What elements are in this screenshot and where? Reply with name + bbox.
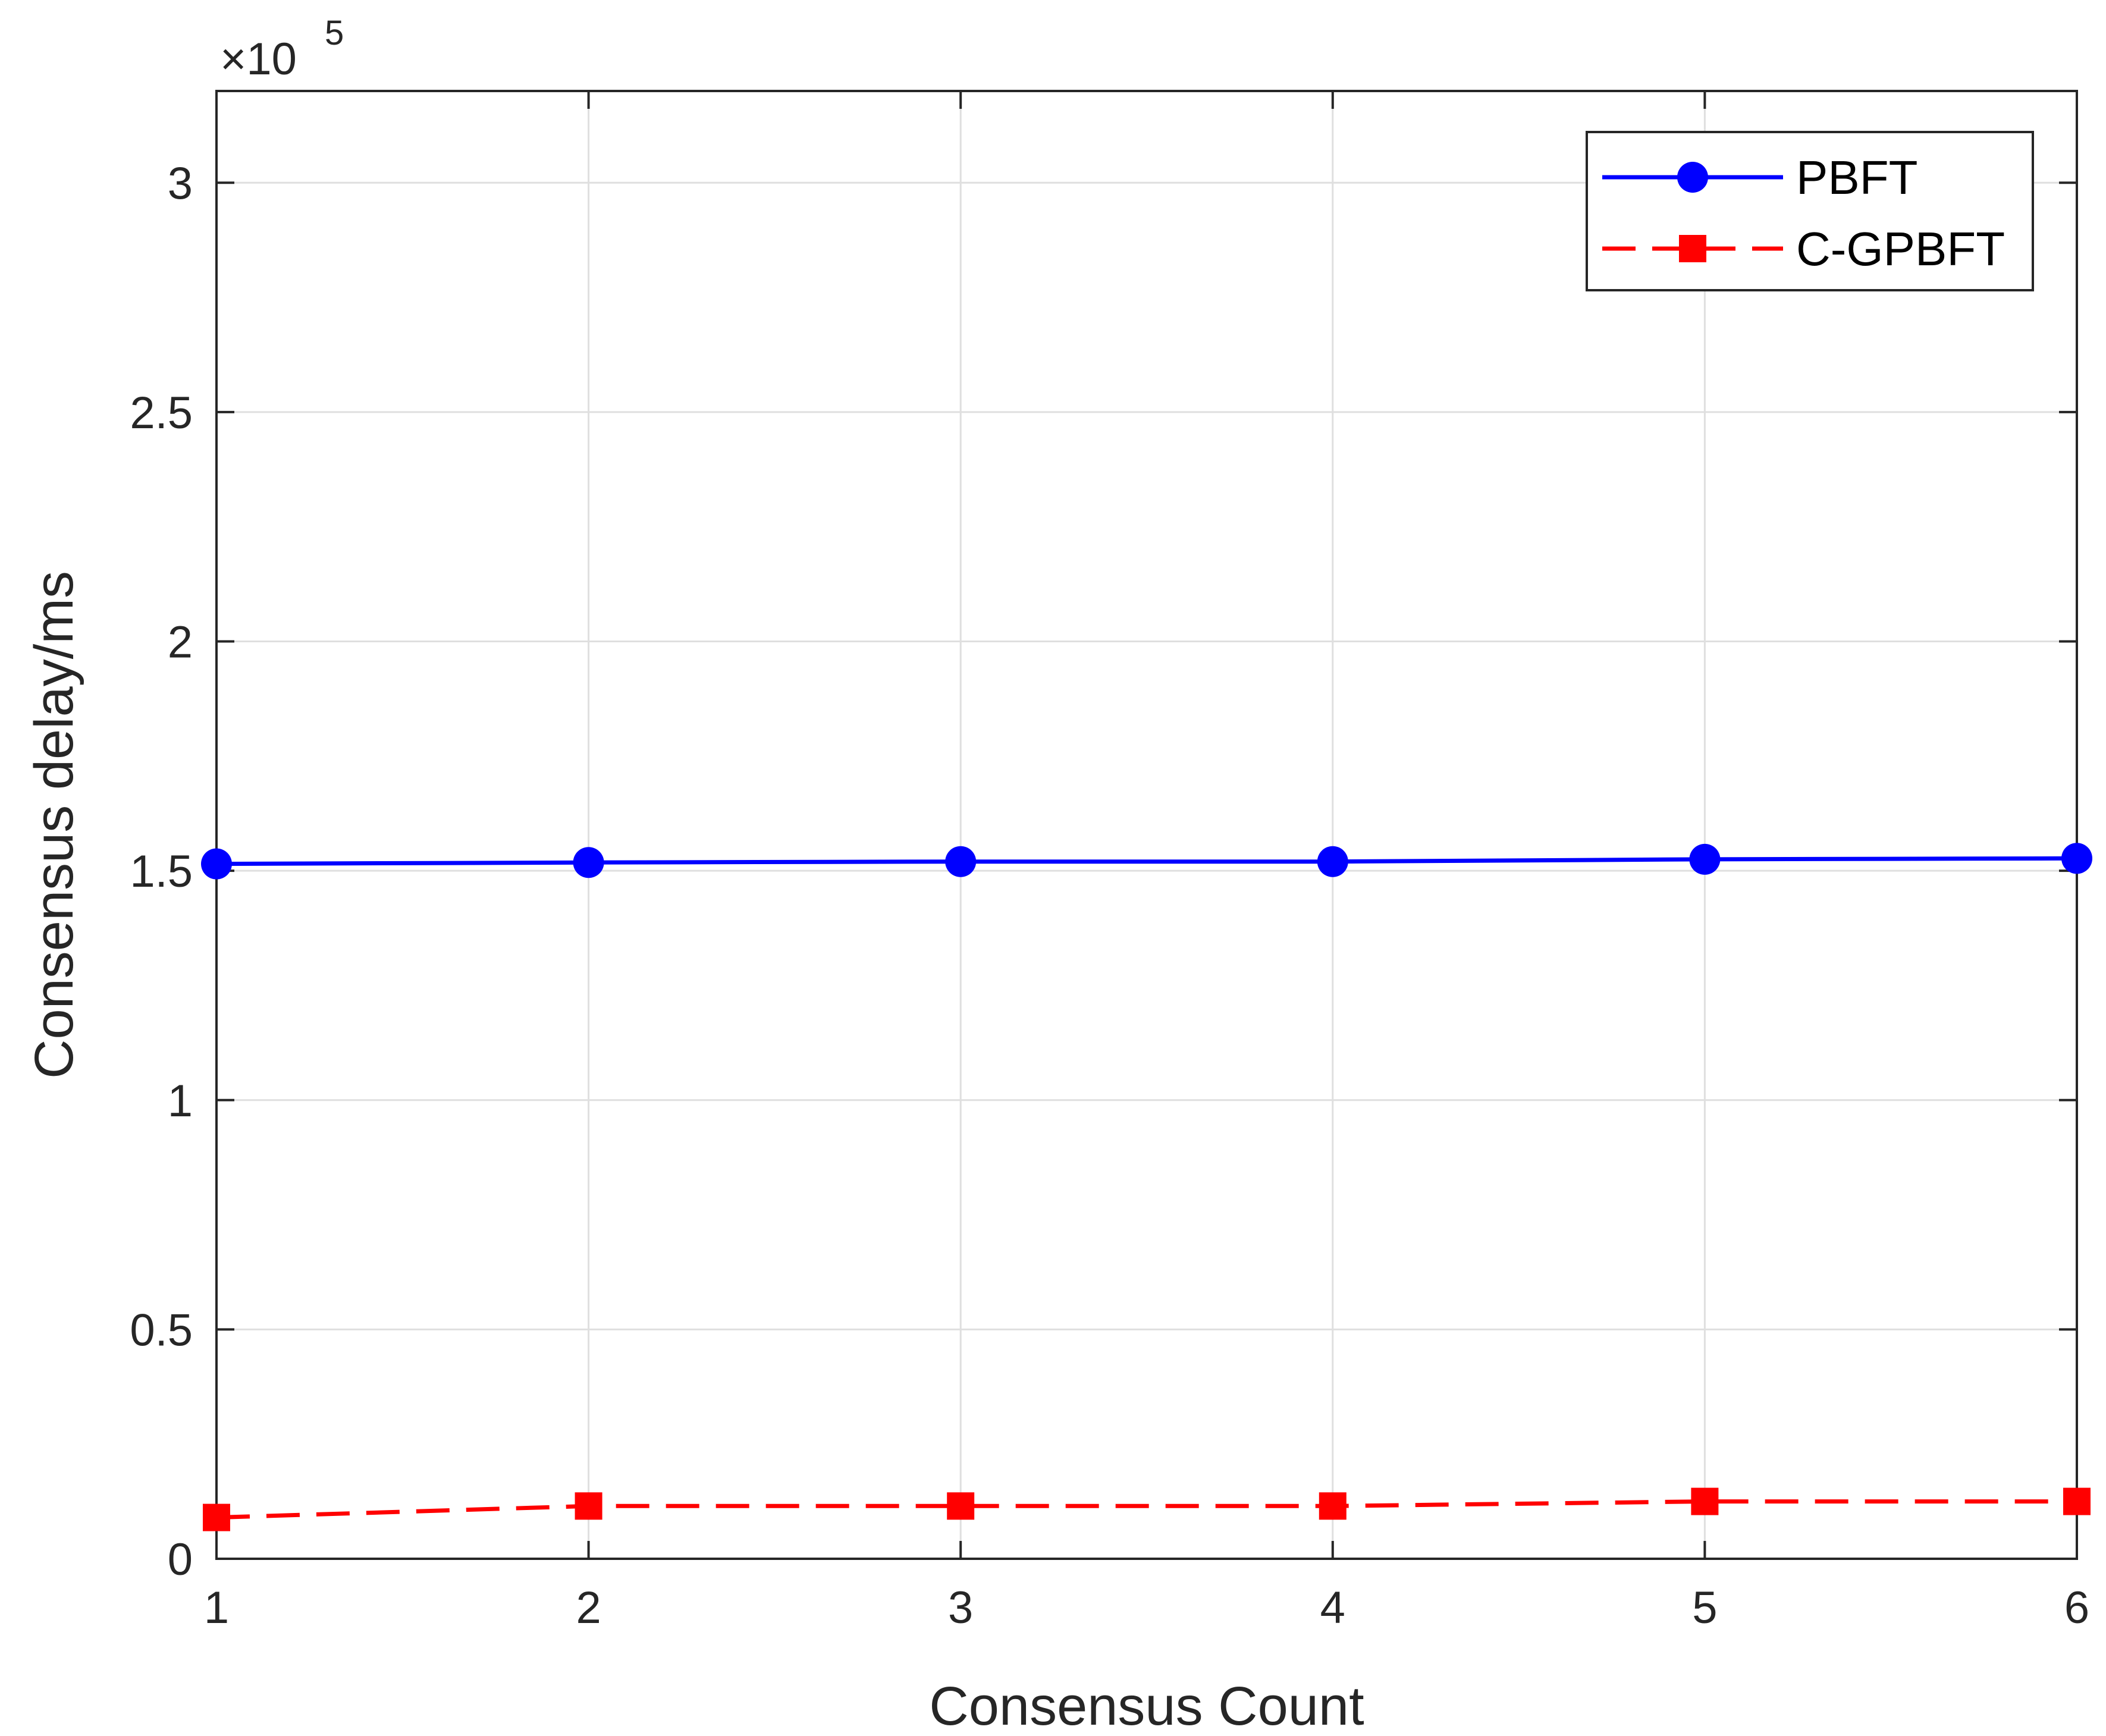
series-pbft xyxy=(201,843,2092,880)
legend-box xyxy=(1586,131,2034,291)
series-c-gpbft xyxy=(203,1487,2091,1531)
data-point xyxy=(575,1492,602,1520)
y-tick-label: 1 xyxy=(168,1076,193,1126)
y-axis-title: Consensus delay/ms xyxy=(24,571,84,1079)
plot-frame xyxy=(215,90,2078,1560)
data-point xyxy=(573,847,604,878)
legend-marker xyxy=(1677,162,1708,193)
data-point xyxy=(1317,846,1348,877)
y-tick-label: 2 xyxy=(168,617,193,668)
x-tick-label: 4 xyxy=(1320,1583,1345,1633)
x-tick-label: 2 xyxy=(576,1583,601,1633)
y-tick-label: 2.5 xyxy=(130,388,193,438)
y-tick-label: 0.5 xyxy=(130,1305,193,1355)
series-line xyxy=(216,856,2077,867)
legend-label: C-GPBFT xyxy=(1796,222,2005,275)
x-tick-label: 6 xyxy=(2064,1583,2089,1633)
data-point xyxy=(2061,843,2092,874)
y-tick-label: 3 xyxy=(168,158,193,209)
y-tick-label: 1.5 xyxy=(130,846,193,897)
x-tick-label: 3 xyxy=(948,1583,973,1633)
data-point xyxy=(1689,843,1721,875)
legend-label: PBFT xyxy=(1796,151,1917,204)
x-tick-label: 5 xyxy=(1692,1583,1717,1633)
legend: PBFT C-GPBFT xyxy=(1586,131,2034,291)
legend-marker xyxy=(1679,235,1706,262)
data-point xyxy=(947,1492,975,1520)
data-point xyxy=(945,846,977,877)
data-point xyxy=(201,848,232,880)
grid xyxy=(215,91,2078,1560)
series-layer xyxy=(201,843,2092,1531)
y-exponent-power: 5 xyxy=(325,14,344,52)
series-line xyxy=(216,1499,2077,1520)
x-axis-title: Consensus Count xyxy=(929,1676,1364,1736)
x-tick-label: 1 xyxy=(204,1583,229,1633)
y-exponent-label: ×10 xyxy=(220,34,297,84)
data-point xyxy=(2063,1487,2091,1515)
y-tick-label: 0 xyxy=(168,1534,193,1585)
data-point xyxy=(1691,1487,1719,1515)
data-point xyxy=(1319,1492,1347,1520)
data-point xyxy=(203,1503,230,1531)
plot-area xyxy=(216,91,2077,1559)
ticks: 1 2 3 4 5 6 0 0.5 1 1.5 2 2.5 3 xyxy=(130,91,2089,1633)
